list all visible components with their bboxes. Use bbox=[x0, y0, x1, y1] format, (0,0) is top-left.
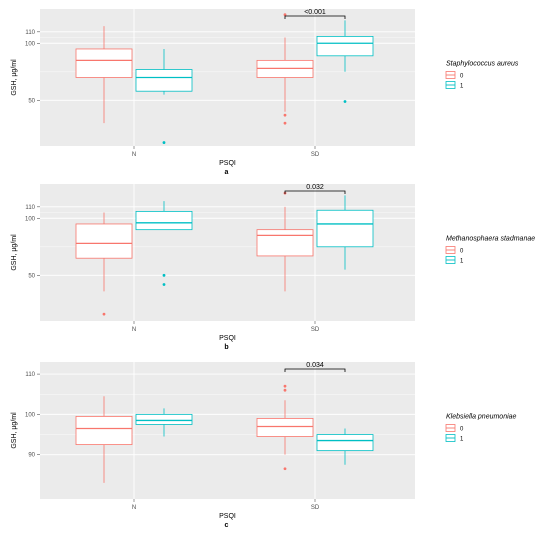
box-N-group-1 bbox=[135, 201, 193, 286]
outlier-point bbox=[162, 273, 166, 277]
outlier-point bbox=[162, 141, 166, 144]
x-axis-title: PSQI bbox=[219, 160, 236, 167]
significance-bracket bbox=[284, 190, 346, 194]
y-tick-label: 100 bbox=[25, 41, 36, 47]
legend-entry-label: 1 bbox=[460, 437, 464, 443]
outlier-point bbox=[162, 283, 166, 286]
box-body bbox=[135, 210, 193, 231]
box-SD-group-0 bbox=[256, 13, 314, 125]
y-tick-label: 90 bbox=[28, 453, 35, 459]
p-value-label: 0.034 bbox=[306, 362, 324, 369]
outlier-point bbox=[283, 121, 287, 125]
panel-letter: c bbox=[225, 522, 229, 529]
outlier-point bbox=[283, 13, 287, 17]
box-body bbox=[135, 413, 193, 425]
chart-panel-a: 50 100 110 N SD <0.001 GSH, µg/ml PSQI a Staphylo… bbox=[11, 9, 519, 176]
box-body bbox=[316, 209, 374, 248]
box-body bbox=[75, 223, 133, 259]
x-tick-label: SD bbox=[311, 505, 320, 511]
y-tick-label: 50 bbox=[28, 98, 35, 104]
box-N-group-0 bbox=[75, 212, 133, 316]
outlier-point bbox=[343, 100, 347, 103]
significance-bracket bbox=[284, 368, 346, 372]
x-tick-label: N bbox=[132, 505, 136, 511]
outlier-point bbox=[283, 384, 287, 388]
legend: Klebsiella pneumoniae 0 1 bbox=[445, 414, 517, 443]
panel-letter: a bbox=[225, 169, 229, 176]
outlier-point bbox=[102, 312, 106, 316]
y-axis-title: GSH, µg/ml bbox=[11, 234, 18, 271]
y-axis-title: GSH, µg/ml bbox=[11, 412, 18, 449]
legend-title: Methanosphaera stadmanae bbox=[446, 236, 535, 243]
legend-title: Staphylococcus aureus bbox=[446, 61, 519, 68]
box-SD-group-1 bbox=[316, 195, 374, 270]
p-value-label: 0.032 bbox=[306, 184, 324, 191]
box-body bbox=[256, 418, 314, 437]
significance-bracket bbox=[284, 15, 346, 19]
box-N-group-1 bbox=[135, 408, 193, 437]
box-body bbox=[75, 48, 133, 78]
legend-entry-label: 0 bbox=[460, 427, 464, 433]
box-N-group-0 bbox=[75, 396, 133, 483]
y-tick-label: 100 bbox=[25, 216, 36, 222]
chart-panel-c: 90 100 110 N SD 0.034 GSH, µg/ml PSQI c Klebsiell… bbox=[11, 362, 517, 529]
box-SD-group-1 bbox=[316, 428, 374, 465]
box-body bbox=[316, 434, 374, 452]
box-body bbox=[316, 36, 374, 57]
legend-entry-label: 0 bbox=[460, 74, 464, 80]
box-SD-group-1 bbox=[316, 20, 374, 103]
y-tick-label: 110 bbox=[25, 30, 35, 36]
panel-letter: b bbox=[224, 344, 228, 351]
legend-entry-label: 1 bbox=[460, 84, 464, 90]
box-body bbox=[256, 229, 314, 257]
legend-entry-label: 0 bbox=[460, 249, 464, 255]
x-tick-label: N bbox=[132, 327, 136, 333]
chart-panel-b: 50 100 110 N SD 0.032 GSH, µg/ml PSQI b Methanosp… bbox=[11, 184, 535, 351]
x-tick-label: SD bbox=[311, 152, 320, 158]
outlier-point bbox=[283, 113, 287, 117]
x-axis-title: PSQI bbox=[219, 513, 236, 520]
box-SD-group-0 bbox=[256, 384, 314, 471]
box-SD-group-0 bbox=[256, 191, 314, 292]
y-axis-title: GSH, µg/ml bbox=[11, 59, 18, 96]
legend-entry-label: 1 bbox=[460, 259, 464, 265]
legend: Methanosphaera stadmanae 0 1 bbox=[445, 236, 535, 265]
y-tick-label: 50 bbox=[28, 273, 35, 279]
y-tick-label: 110 bbox=[25, 205, 35, 211]
outlier-point bbox=[283, 467, 287, 471]
box-body bbox=[135, 69, 193, 92]
x-tick-label: SD bbox=[311, 327, 320, 333]
outlier-point bbox=[283, 388, 287, 392]
y-tick-label: 100 bbox=[25, 412, 36, 418]
x-tick-label: N bbox=[132, 152, 136, 158]
box-N-group-1 bbox=[135, 48, 193, 144]
box-N-group-0 bbox=[75, 26, 133, 124]
legend: Staphylococcus aureus 0 1 bbox=[445, 61, 519, 90]
legend-title: Klebsiella pneumoniae bbox=[446, 414, 517, 421]
y-tick-label: 110 bbox=[25, 372, 35, 378]
box-body bbox=[75, 415, 133, 446]
x-axis-title: PSQI bbox=[219, 335, 236, 342]
p-value-label: <0.001 bbox=[304, 9, 326, 16]
